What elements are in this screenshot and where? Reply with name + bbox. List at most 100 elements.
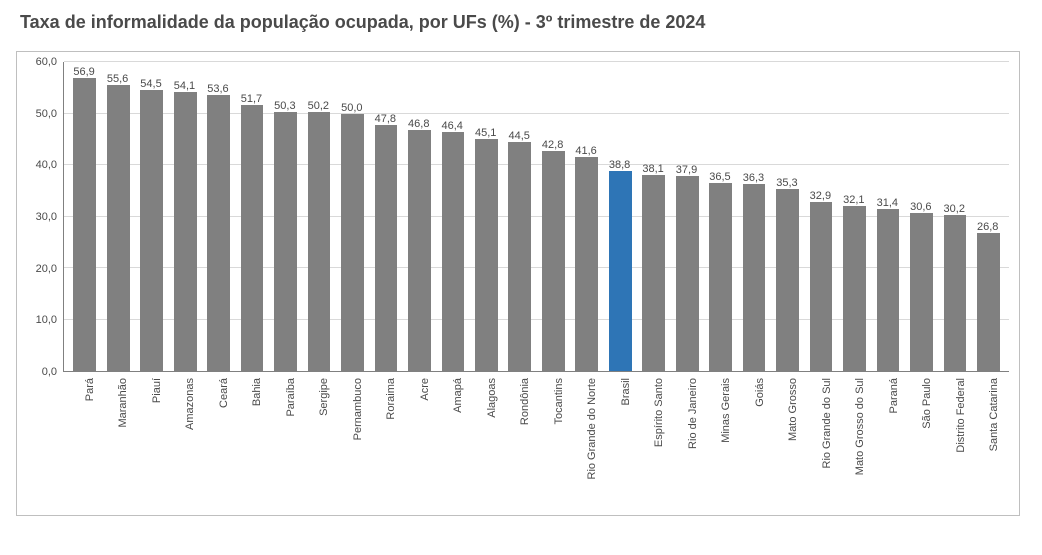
x-axis-label: Paraíba bbox=[285, 378, 297, 417]
bar-value-label: 38,1 bbox=[642, 163, 663, 175]
bar-value-label: 54,1 bbox=[174, 80, 195, 92]
bar-value-label: 36,5 bbox=[709, 171, 730, 183]
bar-rect: 37,9 bbox=[676, 176, 699, 371]
x-axis-label: Roraima bbox=[385, 378, 397, 420]
x-label-slot: Bahia bbox=[235, 372, 269, 373]
bar-value-label: 32,9 bbox=[810, 190, 831, 202]
bar-rect: 30,2 bbox=[944, 215, 967, 371]
bar-rect: 45,1 bbox=[475, 139, 498, 371]
bar-slot: 38,1 bbox=[637, 62, 670, 371]
bar-rect: 44,5 bbox=[508, 142, 531, 371]
bar-rect: 42,8 bbox=[542, 151, 565, 371]
bars-container: 56,9 55,6 54,5 54,1 53,6 51,7 50,3 50,2 50,0 47,8… bbox=[64, 62, 1009, 371]
x-label-slot: Pernambuco bbox=[335, 372, 369, 373]
x-axis-label: Ceará bbox=[218, 378, 230, 408]
bar-rect: 31,4 bbox=[877, 209, 900, 371]
x-axis-label: Amazonas bbox=[184, 378, 196, 430]
x-axis-label: Bahia bbox=[251, 378, 263, 406]
bar-value-label: 31,4 bbox=[877, 197, 898, 209]
bar-rect: 26,8 bbox=[977, 233, 1000, 371]
x-axis-labels: ParáMaranhãoPiauíAmazonasCearáBahiaParaí… bbox=[63, 372, 1009, 507]
bar-slot: 41,6 bbox=[570, 62, 603, 371]
x-label-slot: Roraima bbox=[369, 372, 403, 373]
x-axis-label: Rio Grande do Sul bbox=[821, 378, 833, 469]
bar-rect: 36,3 bbox=[743, 184, 766, 371]
bar-slot: 26,8 bbox=[972, 62, 1005, 371]
x-label-slot: Rio Grande do Sul bbox=[804, 372, 838, 373]
x-label-slot: Tocantins bbox=[536, 372, 570, 373]
bar-rect: 38,1 bbox=[642, 175, 665, 371]
bar-value-label: 42,8 bbox=[542, 139, 563, 151]
bar-value-label: 30,6 bbox=[910, 201, 931, 213]
bar-slot: 44,5 bbox=[503, 62, 536, 371]
bar-slot: 46,4 bbox=[436, 62, 469, 371]
x-label-slot: Alagoas bbox=[469, 372, 503, 373]
x-axis-label: Acre bbox=[419, 378, 431, 401]
bar-value-label: 54,5 bbox=[140, 78, 161, 90]
bar-slot: 38,8 bbox=[604, 62, 637, 371]
bar-slot: 53,6 bbox=[202, 62, 235, 371]
bar-rect: 32,1 bbox=[843, 206, 866, 371]
bar-rect: 38,8 bbox=[609, 171, 632, 371]
bar-slot: 54,5 bbox=[135, 62, 168, 371]
bar-slot: 46,8 bbox=[403, 62, 436, 371]
x-axis-label: Distrito Federal bbox=[955, 378, 967, 453]
x-axis-label: Maranhão bbox=[117, 378, 129, 428]
bar-rect: 35,3 bbox=[776, 189, 799, 371]
bar-value-label: 56,9 bbox=[73, 66, 94, 78]
bar-rect: 41,6 bbox=[575, 157, 598, 371]
bar-rect: 36,5 bbox=[709, 183, 732, 371]
bar-value-label: 50,3 bbox=[274, 100, 295, 112]
x-axis-label: Alagoas bbox=[486, 378, 498, 418]
bar-rect: 46,8 bbox=[408, 130, 431, 371]
bar-slot: 31,4 bbox=[871, 62, 904, 371]
x-label-slot: São Paulo bbox=[905, 372, 939, 373]
bar-slot: 50,0 bbox=[336, 62, 369, 371]
x-axis-label: Goiás bbox=[754, 378, 766, 407]
x-label-slot: Maranhão bbox=[101, 372, 135, 373]
x-label-slot: Amapá bbox=[436, 372, 470, 373]
bar-slot: 55,6 bbox=[101, 62, 134, 371]
bar-value-label: 30,2 bbox=[944, 203, 965, 215]
bar-rect: 50,0 bbox=[341, 114, 364, 372]
x-axis-label: Sergipe bbox=[318, 378, 330, 416]
x-axis-label: Paraná bbox=[888, 378, 900, 413]
bar-value-label: 45,1 bbox=[475, 127, 496, 139]
bar-value-label: 50,2 bbox=[308, 100, 329, 112]
x-axis-label: São Paulo bbox=[921, 378, 933, 429]
x-axis-label: Pará bbox=[84, 378, 96, 401]
x-label-slot: Minas Gerais bbox=[704, 372, 738, 373]
x-axis-label: Rio Grande do Norte bbox=[586, 378, 598, 480]
bar-slot: 30,6 bbox=[905, 62, 938, 371]
bar-slot: 47,8 bbox=[369, 62, 402, 371]
bar-value-label: 35,3 bbox=[776, 177, 797, 189]
bar-slot: 56,9 bbox=[68, 62, 101, 371]
x-label-slot: Sergipe bbox=[302, 372, 336, 373]
bar-slot: 36,5 bbox=[704, 62, 737, 371]
plot-area: 56,9 55,6 54,5 54,1 53,6 51,7 50,3 50,2 50,0 47,8… bbox=[63, 62, 1009, 372]
bar-rect: 55,6 bbox=[107, 85, 130, 371]
bar-slot: 54,1 bbox=[168, 62, 201, 371]
bar-rect: 56,9 bbox=[73, 78, 96, 371]
x-label-slot: Ceará bbox=[201, 372, 235, 373]
x-axis-label: Mato Grosso do Sul bbox=[854, 378, 866, 475]
bar-value-label: 55,6 bbox=[107, 73, 128, 85]
chart-container: 60,050,040,030,020,010,00,0 56,955,654,5… bbox=[16, 51, 1020, 516]
x-axis-label: Amapá bbox=[452, 378, 464, 413]
x-axis-label: Rondônia bbox=[519, 378, 531, 425]
bar-value-label: 44,5 bbox=[508, 130, 529, 142]
bar-rect: 30,6 bbox=[910, 213, 933, 371]
bar-value-label: 36,3 bbox=[743, 172, 764, 184]
x-axis-label: Tocantins bbox=[553, 378, 565, 424]
plot-row: 60,050,040,030,020,010,00,0 56,955,654,5… bbox=[27, 62, 1009, 372]
bar-rect: 51,7 bbox=[241, 105, 264, 371]
bar-slot: 32,9 bbox=[804, 62, 837, 371]
x-label-slot: Santa Catarina bbox=[972, 372, 1006, 373]
bar-slot: 35,3 bbox=[771, 62, 804, 371]
x-label-slot: Piauí bbox=[134, 372, 168, 373]
bar-rect: 54,5 bbox=[140, 90, 163, 371]
bar-rect: 47,8 bbox=[375, 125, 398, 371]
bar-value-label: 32,1 bbox=[843, 194, 864, 206]
x-axis-label: Piauí bbox=[151, 378, 163, 403]
x-label-slot: Brasil bbox=[603, 372, 637, 373]
